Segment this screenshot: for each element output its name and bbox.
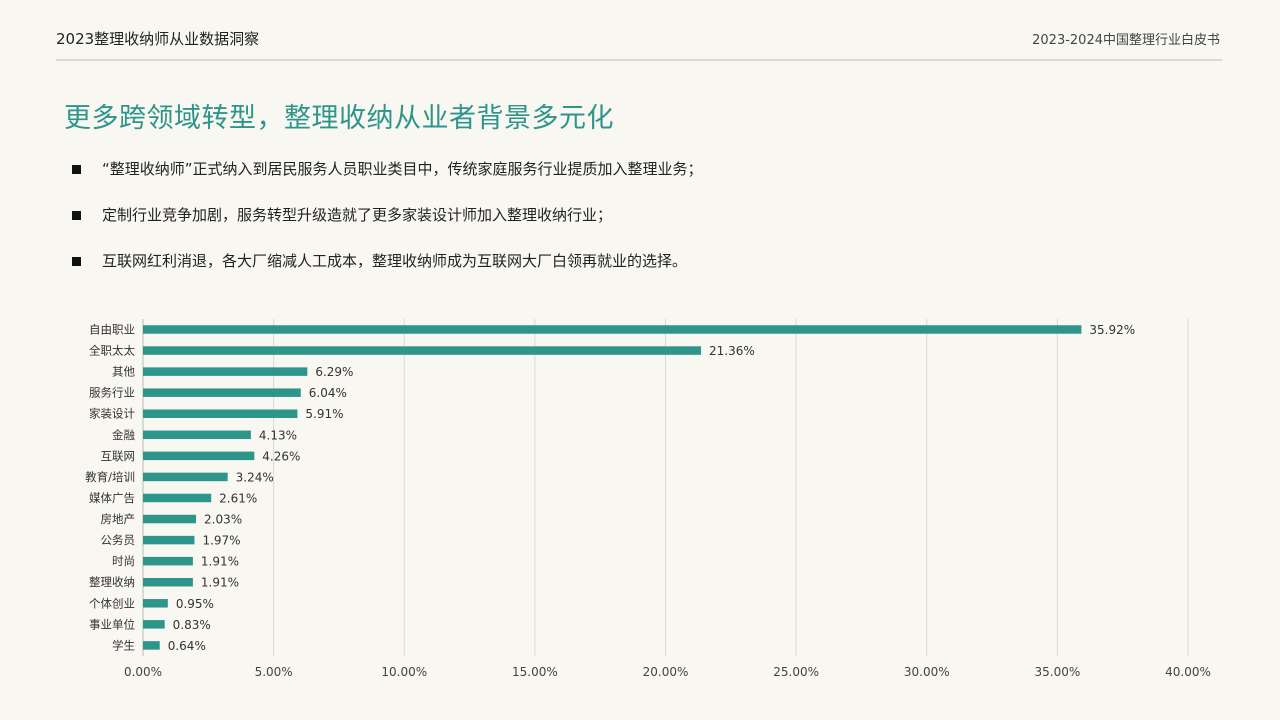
bar: [143, 599, 168, 608]
value-label: 0.83%: [173, 618, 211, 632]
bar: [143, 493, 212, 503]
bar: [143, 514, 197, 524]
value-label: 0.64%: [168, 639, 206, 653]
slide-title: 更多跨领域转型，整理收纳从业者背景多元化: [64, 103, 614, 134]
value-label: 5.91%: [305, 407, 343, 421]
bar: [143, 388, 301, 397]
bullet-item: “整理收纳师”正式纳入到居民服务人员职业类目中，传统家庭服务行业提质加入整理业务…: [70, 158, 703, 204]
bullet-text: 定制行业竞争加剧，服务转型升级造就了更多家装设计师加入整理收纳行业；: [102, 206, 613, 224]
bar: [143, 451, 255, 461]
header-right-title: 2023-2024中国整理行业白皮书: [1032, 33, 1220, 48]
bar: [143, 367, 308, 376]
category-label: 服务行业: [89, 386, 135, 400]
value-label: 4.26%: [262, 449, 300, 463]
category-label: 事业单位: [89, 617, 135, 631]
value-label: 35.92%: [1089, 323, 1135, 337]
x-tick-labels: 0.00% 5.00% 10.00% 15.00% 20.00% 25.00% 30.00%…: [124, 665, 1211, 679]
category-label: 时尚: [112, 554, 135, 568]
square-bullet-icon: [72, 211, 81, 220]
square-bullet-icon: [72, 165, 81, 174]
category-label: 公务员: [101, 533, 136, 547]
value-label: 0.95%: [176, 597, 214, 611]
square-bullet-icon: [72, 257, 81, 266]
bar: [143, 346, 702, 355]
value-label: 2.61%: [219, 491, 257, 505]
x-tick-label: 10.00%: [381, 665, 427, 679]
value-label: 2.03%: [204, 513, 242, 527]
bullet-item: 互联网红利消退，各大厂缩减人工成本，整理收纳师成为互联网大厂白领再就业的选择。: [70, 250, 703, 296]
category-label: 教育/培训: [85, 470, 135, 484]
value-label: 4.13%: [259, 428, 297, 442]
category-label: 房地产: [101, 512, 136, 526]
x-tick-label: 15.00%: [512, 665, 558, 679]
category-label: 互联网: [101, 449, 136, 463]
bullet-item: 定制行业竞争加剧，服务转型升级造就了更多家装设计师加入整理收纳行业；: [70, 204, 703, 250]
category-label: 媒体广告: [89, 491, 135, 505]
value-label: 6.04%: [309, 386, 347, 400]
category-labels: 自由职业全职太太其他服务行业家装设计金融互联网教育/培训媒体广告房地产公务员时尚…: [85, 323, 135, 653]
bar: [143, 535, 195, 545]
header-divider: [56, 59, 1222, 61]
value-label: 3.24%: [236, 470, 274, 484]
bar: [143, 325, 1082, 334]
bar: [143, 556, 193, 566]
background-bar-chart: 自由职业全职太太其他服务行业家装设计金融互联网教育/培训媒体广告房地产公务员时尚…: [85, 319, 1211, 679]
category-label: 其他: [112, 365, 135, 379]
value-label: 21.36%: [709, 344, 755, 358]
bullet-text: 互联网红利消退，各大厂缩减人工成本，整理收纳师成为互联网大厂白领再就业的选择。: [102, 252, 688, 270]
bars: [143, 325, 1082, 650]
x-tick-label: 30.00%: [904, 665, 950, 679]
category-label: 个体创业: [89, 596, 135, 610]
x-tick-label: 5.00%: [255, 665, 293, 679]
x-tick-label: 40.00%: [1165, 665, 1211, 679]
value-label: 1.91%: [201, 576, 239, 590]
gridlines: [142, 319, 1189, 656]
bar: [143, 472, 228, 482]
x-tick-label: 25.00%: [773, 665, 819, 679]
category-label: 自由职业: [89, 323, 135, 337]
bar: [143, 641, 160, 650]
header-left-title: 2023整理收纳师从业数据洞察: [56, 30, 260, 48]
bullet-list: “整理收纳师”正式纳入到居民服务人员职业类目中，传统家庭服务行业提质加入整理业务…: [70, 158, 703, 296]
bar: [143, 430, 251, 440]
value-label: 6.29%: [315, 365, 353, 379]
category-label: 全职太太: [89, 344, 135, 358]
bar: [143, 620, 165, 629]
value-label: 1.97%: [202, 534, 240, 548]
x-tick-label: 20.00%: [643, 665, 689, 679]
category-label: 金融: [112, 428, 135, 442]
category-label: 家装设计: [89, 407, 135, 421]
value-labels: 35.92% 21.36% 6.29% 6.04% 5.91% 4.13% 4.26% 3.2…: [168, 323, 1135, 653]
category-label: 整理收纳: [89, 575, 135, 589]
category-label: 学生: [112, 638, 135, 652]
x-tick-label: 35.00%: [1034, 665, 1080, 679]
bullet-text: “整理收纳师”正式纳入到居民服务人员职业类目中，传统家庭服务行业提质加入整理业务…: [102, 160, 703, 178]
x-tick-label: 0.00%: [124, 665, 162, 679]
bar: [143, 577, 193, 587]
bar: [143, 409, 298, 418]
value-label: 1.91%: [201, 555, 239, 569]
